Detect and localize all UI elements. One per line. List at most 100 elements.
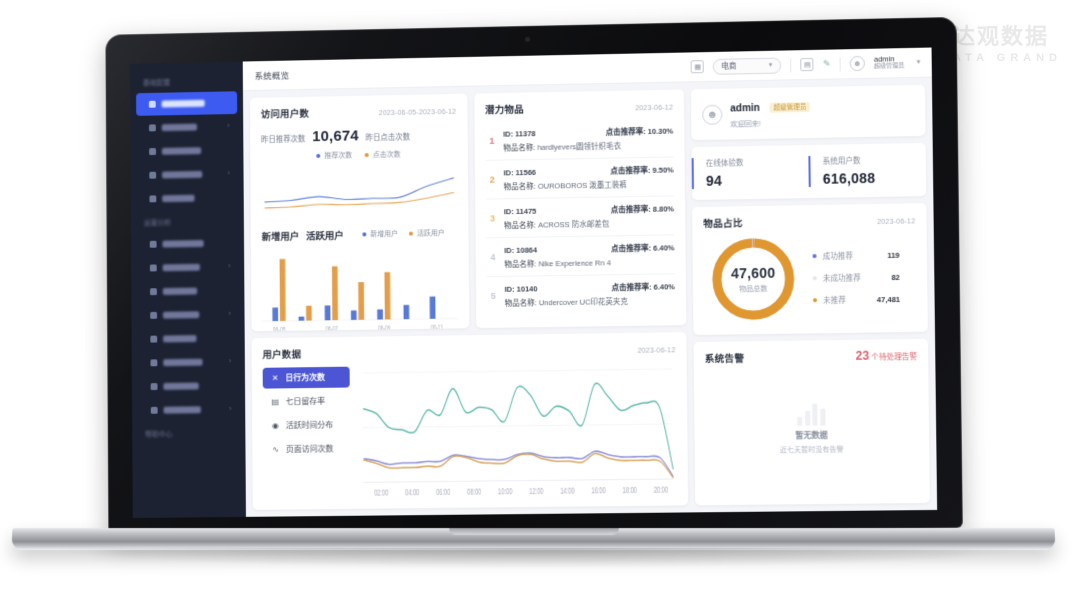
- sidebar-item-2[interactable]: [137, 279, 238, 303]
- sidebar-item-0[interactable]: [137, 232, 238, 256]
- item-ratio-title: 物品占比: [703, 218, 743, 230]
- hot-item-id: ID: 11566: [503, 167, 536, 177]
- chevron-right-icon: ›: [228, 310, 231, 318]
- chevron-down-icon[interactable]: ▼: [915, 59, 922, 66]
- legend-dot-icon: [812, 276, 817, 281]
- hot-item-body: ID: 11566 点击推荐率: 9.50% 物品名称: OUROBOROS 泼墨工…: [503, 164, 673, 192]
- svg-text:06-05: 06-05: [273, 327, 285, 331]
- user-data-card: 用户数据 2023-06-12 ✕ 日行为次数 ▤ 七日留存率 ◉ 活跃时间分布 ∿ 页面访问…: [251, 332, 689, 510]
- brand-logo[interactable]: 达观 智能推荐: [130, 47, 243, 64]
- visits-line-chart: [261, 160, 457, 215]
- breadcrumb: 系统概览: [254, 69, 290, 81]
- hot-items-list: 1 ID: 11378 点击推荐率: 10.30% 物品名称: hardlyevers…: [485, 118, 676, 315]
- sidebar-item-4[interactable]: [137, 186, 238, 210]
- user-avatar-icon[interactable]: ☻: [849, 55, 866, 72]
- sidebar-item-3[interactable]: ›: [137, 162, 238, 186]
- retention-icon: ▤: [271, 397, 279, 407]
- sidebar-item-3[interactable]: ›: [137, 303, 238, 327]
- kpi-value: 10,674: [312, 127, 359, 146]
- user-data-line-chart: 02:00 04:00 06:00 08:00 10:00 12:00 14:00 16:00…: [357, 362, 677, 500]
- sidebar-item-5[interactable]: ›: [138, 350, 239, 374]
- alarm-empty-title: 暂无数据: [795, 430, 828, 440]
- legend-item-active-users[interactable]: 活跃用户: [408, 228, 445, 239]
- sidebar-nav: 基础配置 › › 运营分析 › › › › 帮助中心: [130, 69, 245, 443]
- donut-legend-item-0[interactable]: 成功推荐 119: [812, 249, 915, 262]
- legend-item-recommend[interactable]: 推荐次数: [316, 150, 353, 161]
- user-data-menu-item-2[interactable]: ◉ 活跃时间分布: [263, 414, 350, 436]
- user-data-menu-label: 日行为次数: [285, 372, 325, 383]
- legend-label: 活跃用户: [416, 230, 445, 238]
- chevron-down-icon: ▼: [767, 62, 774, 69]
- sidebar-item-4[interactable]: [138, 327, 239, 351]
- webcam-icon: [524, 36, 530, 42]
- hot-item-row[interactable]: 2 ID: 11566 点击推荐率: 9.50% 物品名称: OUROBOROS 泼墨…: [485, 157, 674, 200]
- divider: [790, 57, 792, 72]
- sidebar-item-label: [163, 382, 199, 390]
- user-data-menu: ✕ 日行为次数 ▤ 七日留存率 ◉ 活跃时间分布 ∿ 页面访问次数: [262, 366, 351, 501]
- pageview-icon: ∿: [272, 445, 279, 455]
- hot-item-row[interactable]: 1 ID: 11378 点击推荐率: 10.30% 物品名称: hardlyevers…: [485, 118, 674, 161]
- sidebar-item-label: [163, 335, 197, 343]
- legend-item-new-users[interactable]: 新增用户: [362, 229, 398, 240]
- stat-label: 系统用户数: [822, 156, 861, 166]
- legend-dot-icon: [812, 298, 818, 303]
- admin-role-badge: 超级管理员: [769, 102, 811, 114]
- hot-item-row[interactable]: 5 ID: 10140 点击推荐率: 6.40% 物品名称: Undercover U…: [487, 274, 676, 315]
- hot-item-line1: ID: 11378 点击推荐率: 10.30%: [503, 125, 673, 139]
- stat-label: 在线体验数: [705, 158, 744, 168]
- visits-card-daterange: 2023-06-05-2023-06-12: [378, 108, 457, 118]
- hot-item-rate: 点击推荐率: 6.40%: [611, 281, 675, 292]
- sidebar-item-0-active[interactable]: [136, 91, 238, 116]
- hot-item-rank: 1: [489, 135, 495, 146]
- hot-items-header: 潜力物品 2023-06-12: [485, 99, 673, 116]
- users-title-new: 新增用户: [261, 231, 300, 244]
- topbar-user[interactable]: admin 超级管理员: [874, 54, 905, 72]
- topbar-actions: ▦ 电商 ▼ ▤ ✎ ☻ admin: [691, 54, 922, 75]
- hot-item-row[interactable]: 3 ID: 11475 点击推荐率: 8.80% 物品名称: ACROSS 防水邮差包: [485, 196, 675, 239]
- alarm-count-suffix: 个待处理告警: [871, 352, 918, 362]
- right-column: ☻ admin 超级管理员 欢迎回来!: [690, 84, 930, 506]
- hot-item-row[interactable]: 4 ID: 10864 点击推荐率: 6.40% 物品名称: Nike Experie…: [486, 235, 675, 278]
- sidebar-item-label: [161, 99, 205, 108]
- sidebar-item-1[interactable]: ›: [136, 115, 237, 140]
- grid-icon[interactable]: ▦: [691, 60, 705, 74]
- item-ratio-header: 物品占比 2023-06-12: [703, 212, 915, 230]
- svg-text:06-11: 06-11: [431, 325, 443, 331]
- hot-item-name: 物品名称: Undercover UC印花英夹克: [504, 296, 628, 308]
- svg-text:06-09: 06-09: [378, 326, 391, 331]
- sidebar-item-2[interactable]: [136, 139, 237, 164]
- svg-text:18:00: 18:00: [623, 485, 637, 496]
- legend-item-click[interactable]: 点击次数: [365, 149, 401, 160]
- dashboard-content: 访问用户数 2023-06-05-2023-06-12 昨日推荐次数 10,67…: [242, 77, 938, 517]
- sidebar-group-label: 帮助中心: [145, 431, 173, 439]
- donut-legend-item-1[interactable]: 未成功推荐 82: [812, 271, 916, 284]
- admin-info: admin 超级管理员 欢迎回来!: [730, 97, 811, 129]
- sidebar-item-6[interactable]: [138, 374, 239, 398]
- user-data-menu-item-3[interactable]: ∿ 页面访问次数: [263, 438, 350, 460]
- sidebar-item-7[interactable]: ›: [138, 398, 239, 422]
- hot-item-id: ID: 10140: [504, 283, 538, 294]
- donut-legend-item-2[interactable]: 未推荐 47,481: [812, 293, 916, 306]
- gear-icon: [150, 406, 158, 414]
- document-icon[interactable]: ▤: [800, 57, 814, 72]
- visits-kpis: 昨日推荐次数 10,674 昨日点击次数: [261, 126, 457, 146]
- scene-select[interactable]: 电商 ▼: [713, 57, 782, 75]
- divider: [839, 56, 841, 71]
- pencil-icon[interactable]: ✎: [822, 58, 831, 69]
- admin-card: ☻ admin 超级管理员 欢迎回来!: [690, 84, 926, 141]
- hot-items-card: 潜力物品 2023-06-12 1 ID: 11378 点击推荐率: 10.30% 物…: [473, 89, 687, 329]
- user-data-menu-item-1[interactable]: ▤ 七日留存率: [263, 390, 350, 412]
- main-area: 系统概览 ▦ 电商 ▼ ▤ ✎ ☻: [242, 47, 938, 517]
- user-data-menu-item-0[interactable]: ✕ 日行为次数: [262, 366, 350, 389]
- sidebar-item-label: [162, 170, 203, 179]
- chevron-right-icon: ›: [227, 122, 230, 130]
- hot-item-name: 物品名称: ACROSS 防水邮差包: [503, 218, 610, 230]
- stat-value: 94: [705, 172, 723, 189]
- scene-icon: [149, 195, 157, 203]
- sidebar-item-1[interactable]: ›: [137, 255, 238, 279]
- user-avatar-icon: ☻: [702, 104, 723, 125]
- sidebar-item-label: [161, 147, 202, 155]
- ab-test-icon: [150, 288, 157, 296]
- alarm-empty-state: 暂无数据 近七天暂时没有告警: [705, 362, 919, 496]
